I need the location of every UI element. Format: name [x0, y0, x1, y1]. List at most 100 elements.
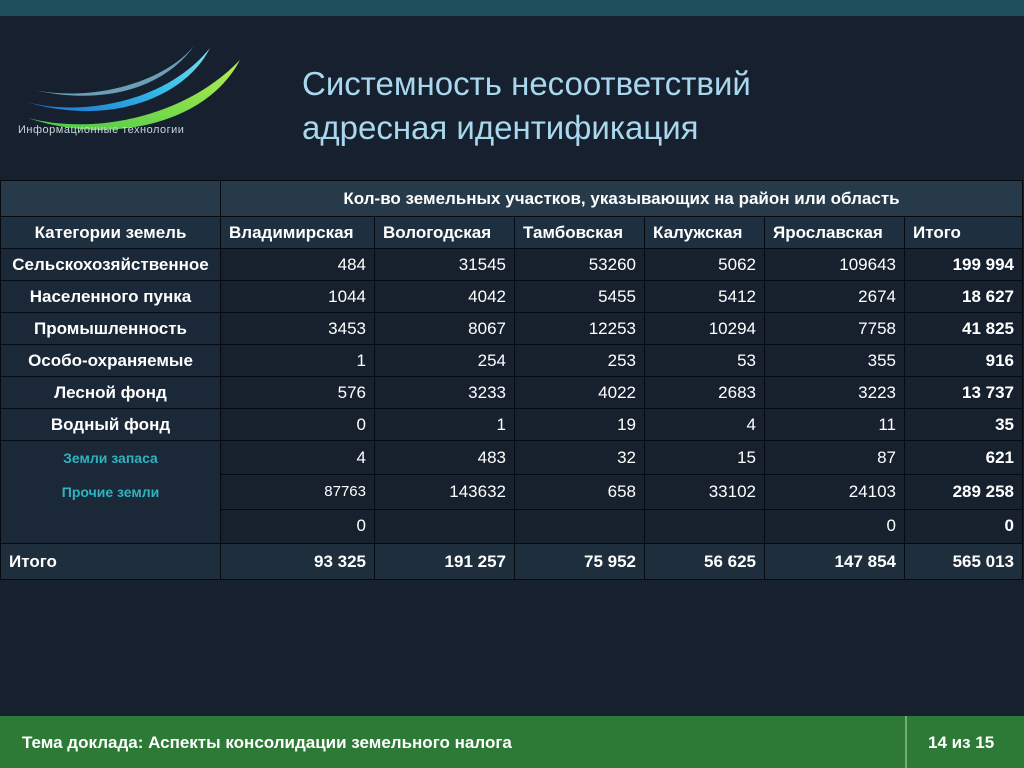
- table-cell: 32: [514, 439, 645, 476]
- column-header-category: Категории земель: [0, 216, 221, 249]
- table-cell: 355: [764, 344, 905, 377]
- row-total: 916: [903, 344, 1024, 377]
- row-total: 13 737: [903, 376, 1024, 409]
- table-cell: [644, 508, 765, 545]
- table-cell: 1: [220, 344, 375, 377]
- table-cell: 87763: [220, 474, 375, 510]
- swoosh-logo-icon: [20, 46, 240, 130]
- table-cell: 4042: [374, 280, 515, 313]
- row-category: Земли запаса: [63, 450, 158, 466]
- title-line-1: Системность несоответствий: [302, 65, 751, 102]
- table-cell: 11: [764, 408, 905, 441]
- grand-total-cell: 565 013: [903, 543, 1024, 580]
- total-cell: 191 257: [374, 543, 515, 580]
- table-row: 0 0 0: [1, 508, 1024, 545]
- table-cell: [374, 508, 515, 545]
- logo-text: Информационные технологии: [18, 124, 185, 136]
- table-cell: 19: [514, 408, 645, 441]
- table-cell: 7758: [764, 312, 905, 345]
- table-cell: 658: [514, 474, 645, 510]
- table-cell: 33102: [644, 474, 765, 510]
- table-cell: 53260: [514, 248, 645, 281]
- table-cell: 24103: [764, 474, 905, 510]
- table-corner-cell: [0, 180, 221, 217]
- top-strip: [0, 0, 1024, 16]
- column-header-vologda: Вологодская: [374, 216, 515, 249]
- footer-divider: [905, 716, 907, 768]
- table-row: Населенного пунка 1044 4042 5455 5412 26…: [0, 280, 1024, 313]
- table-cell: 484: [220, 248, 375, 281]
- row-category: Населенного пунка: [0, 280, 221, 313]
- title-line-2: адресная идентификация: [302, 109, 699, 146]
- table-cell: 3453: [220, 312, 375, 345]
- table-cell: 254: [374, 344, 515, 377]
- row-total: 289 258: [903, 474, 1024, 510]
- table-cell: 8067: [374, 312, 515, 345]
- table-cell: 12253: [514, 312, 645, 345]
- row-total: 35: [903, 408, 1024, 441]
- column-header-kaluga: Калужская: [644, 216, 765, 249]
- table-cell: 143632: [374, 474, 515, 510]
- total-cell: 56 625: [644, 543, 765, 580]
- table-cell: [514, 508, 645, 545]
- table-cell: 1: [374, 408, 515, 441]
- table-cell: 5412: [644, 280, 765, 313]
- table-cell: 5062: [644, 248, 765, 281]
- table-cell: 53: [644, 344, 765, 377]
- table-cell: 10294: [644, 312, 765, 345]
- table-column-header-row: Категории земель Владимирская Вологодска…: [0, 216, 1024, 249]
- table-row: Сельскохозяйственное 484 31545 53260 506…: [0, 248, 1024, 281]
- page-counter: 14 из 15: [928, 733, 995, 752]
- total-row-label: Итого: [0, 543, 221, 580]
- table-cell: 3233: [374, 376, 515, 409]
- table-cell: 483: [374, 439, 515, 476]
- row-total: 621: [903, 439, 1024, 476]
- table-cell: 2683: [644, 376, 765, 409]
- table-cell: 5455: [514, 280, 645, 313]
- table-row: Земли запаса Прочие земли 4 483 32 15 87…: [0, 439, 1024, 544]
- page-title: Системность несоответствий адресная иден…: [302, 62, 751, 150]
- row-total: 199 994: [903, 248, 1024, 281]
- land-plots-table: Кол-во земельных участков, указывающих н…: [0, 180, 1024, 580]
- row-category: Водный фонд: [0, 408, 221, 441]
- row-total: 41 825: [903, 312, 1024, 345]
- table-row: Особо-охраняемые 1 254 253 53 355 916: [0, 344, 1024, 377]
- table-cell: 3223: [764, 376, 905, 409]
- row-category: [5, 509, 216, 543]
- table-cell: 1044: [220, 280, 375, 313]
- group-header: Кол-во земельных участков, указывающих н…: [219, 180, 1024, 217]
- table-row: 87763 143632 658 33102 24103 289 258: [1, 474, 1024, 510]
- table-cell: 87: [764, 439, 905, 476]
- row-total: 18 627: [903, 280, 1024, 313]
- table-row: Промышленность 3453 8067 12253 10294 775…: [0, 312, 1024, 345]
- column-header-tambov: Тамбовская: [514, 216, 645, 249]
- column-header-vladimir: Владимирская: [220, 216, 375, 249]
- footer-bar: Тема доклада: Аспекты консолидации земел…: [0, 716, 1024, 768]
- total-cell: 75 952: [514, 543, 645, 580]
- table-cell: 15: [644, 439, 765, 476]
- table-cell: 0: [764, 508, 905, 545]
- table-cell: 2674: [764, 280, 905, 313]
- merged-category-cell: Земли запаса Прочие земли: [0, 440, 221, 544]
- table-cell: 4: [220, 439, 375, 476]
- table-cell: 0: [220, 408, 375, 441]
- row-category: Лесной фонд: [0, 376, 221, 409]
- total-cell: 93 325: [220, 543, 375, 580]
- table-total-row: Итого 93 325 191 257 75 952 56 625 147 8…: [0, 543, 1024, 580]
- table-row: Лесной фонд 576 3233 4022 2683 3223 13 7…: [0, 376, 1024, 409]
- footer-topic: Тема доклада: Аспекты консолидации земел…: [22, 733, 512, 752]
- row-total: 0: [903, 508, 1024, 545]
- table-cell: 4: [644, 408, 765, 441]
- row-category: Промышленность: [0, 312, 221, 345]
- total-cell: 147 854: [764, 543, 905, 580]
- table-cell: 31545: [374, 248, 515, 281]
- table-cell: 576: [220, 376, 375, 409]
- row-category: Особо-охраняемые: [0, 344, 221, 377]
- table-cell: 0: [220, 508, 375, 545]
- table-group-header-row: Кол-во земельных участков, указывающих н…: [0, 180, 1024, 217]
- table-row: Водный фонд 0 1 19 4 11 35: [0, 408, 1024, 441]
- table-cell: 253: [514, 344, 645, 377]
- table-cell: 109643: [764, 248, 905, 281]
- row-category: Прочие земли: [61, 484, 160, 500]
- table-cell: 4022: [514, 376, 645, 409]
